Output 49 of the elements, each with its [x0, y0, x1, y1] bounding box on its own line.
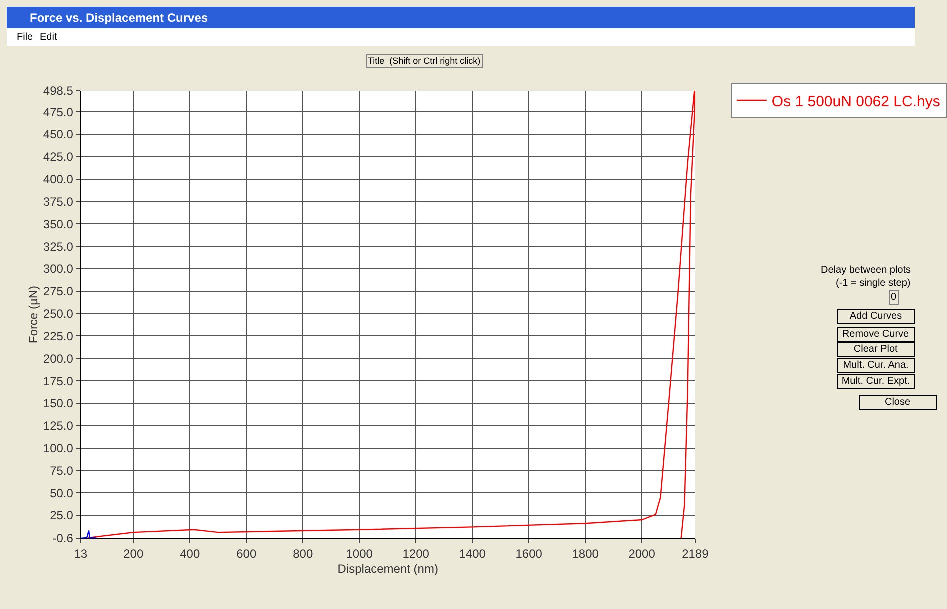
y-tick-label: 200.0 [43, 352, 74, 366]
y-tick-label: 400.0 [43, 172, 74, 187]
y-tick-label: 300.0 [43, 262, 74, 276]
y-tick-label: 150.0 [43, 396, 74, 411]
text: (-1 = single step) [836, 278, 911, 289]
y-tick-label: 250.0 [43, 307, 74, 322]
text: 0 [891, 292, 897, 303]
y-tick-label: 25.0 [50, 508, 74, 523]
x-tick-label: 800 [293, 546, 314, 561]
y-tick-label: 498.5 [43, 84, 74, 98]
x-tick-label: 400 [180, 546, 200, 561]
y-tick-label: 225.0 [43, 329, 74, 344]
text: Close [885, 397, 911, 408]
y-tick-label: 100.0 [43, 442, 74, 456]
x-tick-label: 1600 [516, 546, 543, 561]
x-tick-label: 200 [124, 546, 144, 561]
y-tick-label: 325.0 [43, 240, 74, 254]
y-tick-label: 475.0 [43, 105, 74, 120]
text: Mult. Cur. Ana. [843, 360, 909, 371]
y-tick-label: 350.0 [43, 217, 74, 232]
y-tick-label: 375.0 [43, 194, 74, 209]
x-tick-label: 1400 [459, 546, 486, 561]
y-tick-label: 50.0 [50, 486, 74, 500]
y-axis-title: Force (µN) [26, 286, 41, 344]
x-axis-title: Displacement (nm) [338, 562, 438, 576]
x-tick-label: 1800 [572, 546, 600, 561]
x-tick-label: 2000 [628, 546, 656, 561]
text: Title (Shift or Ctrl right click) [368, 56, 481, 66]
x-tick-label: 13 [74, 546, 88, 561]
y-tick-label: 75.0 [50, 464, 74, 478]
text: Clear Plot [854, 344, 898, 355]
y-tick-label: -0.6 [52, 532, 74, 546]
chart-title: Force vs. Displacement Curves [30, 11, 208, 25]
y-tick-label: 125.0 [43, 419, 74, 434]
y-tick-label: 175.0 [43, 374, 74, 388]
y-tick-label: 425.0 [43, 150, 74, 164]
y-tick-label: 450.0 [43, 128, 74, 142]
x-tick-label: 1000 [346, 546, 374, 561]
text: Delay between plots [821, 265, 912, 276]
text: Mult. Cur. Expt. [842, 376, 910, 387]
text: Remove Curve [842, 329, 910, 340]
y-tick-label: 275.0 [43, 284, 74, 299]
text: File [17, 32, 34, 43]
legend-label: Os 1 500uN 0062 LC.hys [772, 93, 940, 110]
x-tick-label: 600 [236, 546, 257, 561]
text: Edit [40, 32, 58, 43]
x-tick-label: 1200 [402, 546, 430, 561]
x-tick-label: 2189 [682, 546, 710, 561]
text: Add Curves [850, 311, 902, 322]
